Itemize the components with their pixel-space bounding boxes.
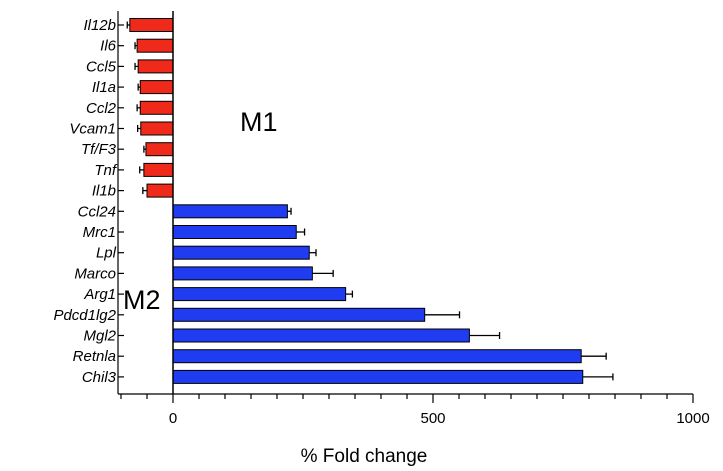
category-label-mrc1: Mrc1 xyxy=(83,224,116,241)
category-label-mgl2: Mgl2 xyxy=(83,328,116,345)
error-bar-il1a xyxy=(137,83,141,91)
error-bars-layer xyxy=(126,21,614,381)
bar-ccl5 xyxy=(137,59,174,74)
category-label-il12b: Il12b xyxy=(83,17,116,34)
error-bar-chil3 xyxy=(582,373,614,381)
labels-layer: Il12b Il6 Ccl5 Il1a Ccl2 Vcam1 Tf/F3 Tnf Il1b Ccl… xyxy=(53,17,709,427)
error-bar-vcam1 xyxy=(136,125,141,132)
bar-arg1 xyxy=(172,287,347,302)
bar-lpl xyxy=(172,245,310,260)
error-bar-il12b xyxy=(126,21,130,29)
category-label-marco: Marco xyxy=(74,265,116,282)
x-tick-label-500: 500 xyxy=(420,410,445,427)
bar-ccl24 xyxy=(172,204,288,219)
bar-mgl2 xyxy=(172,328,470,343)
error-bar-tnf xyxy=(139,166,144,174)
error-bar-il6 xyxy=(134,42,138,50)
error-bar-retnla xyxy=(581,352,607,360)
axes-layer xyxy=(117,11,694,403)
annotation-m2: M2 xyxy=(123,285,161,315)
bar-pdcd1lg2 xyxy=(172,307,426,322)
error-bar-lpl xyxy=(309,249,317,257)
category-label-il1a: Il1a xyxy=(92,79,116,96)
error-bar-pdcd1lg2 xyxy=(424,311,461,319)
x-axis-title: % Fold change xyxy=(301,446,428,467)
error-bar-mrc1 xyxy=(296,228,306,236)
error-bar-arg1 xyxy=(345,290,354,298)
category-label-il6: Il6 xyxy=(100,38,117,55)
bar-vcam1 xyxy=(140,121,174,136)
bar-il6 xyxy=(136,38,174,53)
bar-il1b xyxy=(146,183,174,198)
bar-mrc1 xyxy=(172,225,297,239)
error-bar-mgl2 xyxy=(469,332,501,339)
error-bar-ccl2 xyxy=(136,104,141,112)
bar-retnla xyxy=(172,349,582,364)
bar-marco xyxy=(172,266,313,281)
error-bar-il1b xyxy=(142,187,147,195)
category-label-ccl2: Ccl2 xyxy=(86,100,117,117)
bar-ccl2 xyxy=(139,100,174,115)
error-bar-ccl24 xyxy=(287,207,292,215)
category-label-ccl24: Ccl24 xyxy=(78,203,116,220)
category-label-pdcd1lg2: Pdcd1lg2 xyxy=(53,307,116,324)
category-label-tf-f3: Tf/F3 xyxy=(81,141,117,158)
category-label-retnla: Retnla xyxy=(73,348,116,365)
annotation-m1: M1 xyxy=(240,107,278,137)
error-bar-tf-f3 xyxy=(143,145,146,153)
x-tick-label-1000: 1000 xyxy=(676,410,709,427)
bar-chil3 xyxy=(172,369,584,384)
category-label-arg1: Arg1 xyxy=(83,286,116,303)
error-bar-marco xyxy=(312,269,334,277)
category-label-tnf: Tnf xyxy=(94,162,118,179)
error-bar-ccl5 xyxy=(134,62,139,70)
category-label-chil3: Chil3 xyxy=(82,369,117,386)
category-label-ccl5: Ccl5 xyxy=(86,58,117,75)
x-tick-label-0: 0 xyxy=(169,410,177,427)
bars-layer xyxy=(129,18,584,384)
category-label-lpl: Lpl xyxy=(96,245,117,262)
category-label-vcam1: Vcam1 xyxy=(69,121,116,138)
bar-il1a xyxy=(139,80,174,95)
bar-tnf xyxy=(143,162,174,177)
bar-tf-f3 xyxy=(145,142,174,157)
category-label-il1b: Il1b xyxy=(92,183,116,200)
bar-il12b xyxy=(129,18,174,32)
